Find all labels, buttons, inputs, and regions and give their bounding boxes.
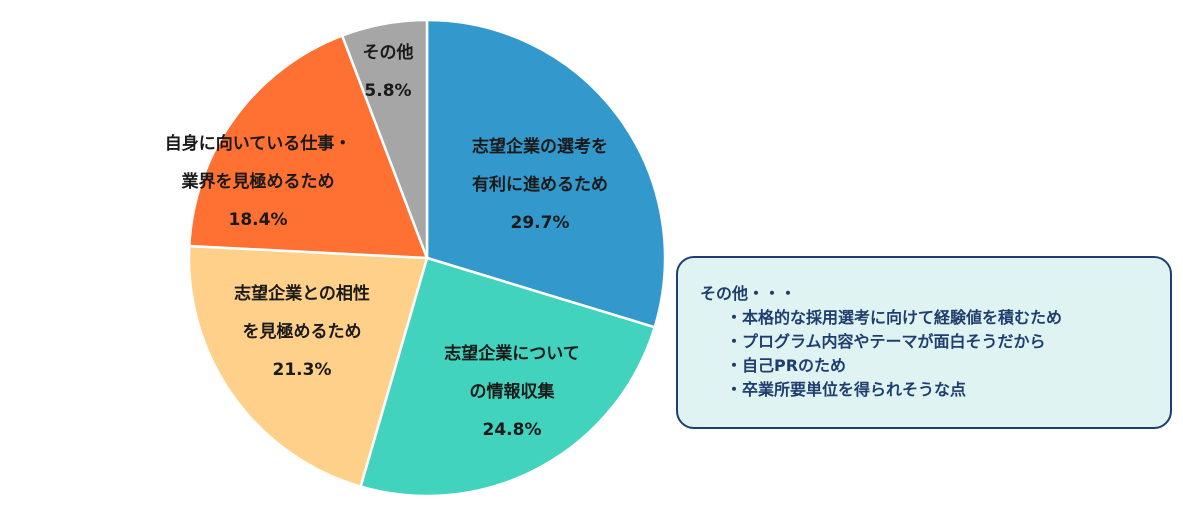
slice-value-label: 21.3% [273,360,332,380]
note-item: ・卒業所要単位を得られそうな点 [726,380,967,399]
slice-category-label: 自身に向いている仕事・ [165,133,352,154]
pie-slice [187,34,429,260]
note-list: ・本格的な採用選考に向けて経験値を積むため ・プログラム内容やテーマが面白そうだ… [700,306,1170,402]
note-item: ・プログラム内容やテーマが面白そうだから [726,332,1046,351]
note-item: ・本格的な採用選考に向けて経験値を積むため [726,308,1063,327]
other-reasons-note: その他・・・ ・本格的な採用選考に向けて経験値を積むため ・プログラム内容やテー… [676,256,1172,429]
slice-category-label: 業界を見極めるため [182,171,335,192]
slice-category-label: 志望企業の選考を [472,136,608,157]
slice-value-label: 29.7% [511,213,570,233]
slice-category-label: その他 [363,42,414,63]
note-title: その他・・・ [700,284,797,303]
slice-category-label: 有利に進めるため [472,174,608,195]
pie-slice [359,256,657,498]
slice-value-label: 18.4% [229,210,288,230]
pie-slice [425,18,667,329]
slice-category-label: の情報収集 [470,381,556,402]
pie-slice [340,18,429,259]
slice-value-label: 24.8% [483,420,542,440]
slice-value-label: 5.8% [364,81,411,101]
slice-category-label: 志望企業について [444,343,580,364]
pie-slice [187,244,429,489]
note-item: ・自己PRのため [726,356,847,375]
slice-category-label: を見極めるため [243,321,362,342]
slice-category-label: 志望企業との相性 [234,283,370,304]
